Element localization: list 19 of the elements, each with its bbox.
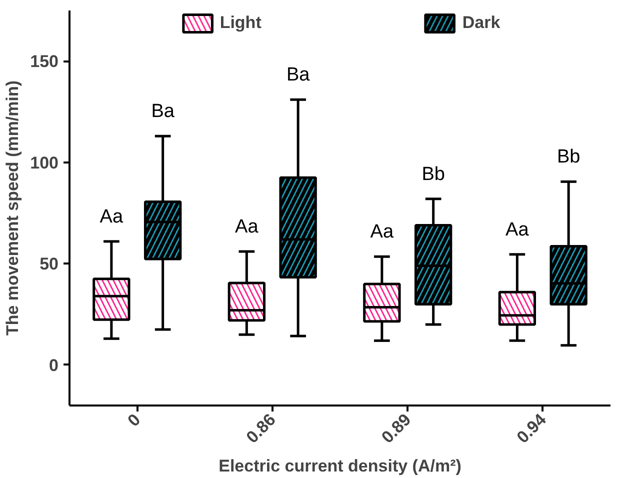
annotation: Bb	[422, 164, 445, 185]
x-axis-title: Electric current density (A/m²)	[218, 456, 462, 476]
x-tick-label: 0.86	[242, 410, 280, 447]
x-tick-label: 0	[124, 410, 144, 430]
annotation: Ba	[286, 64, 310, 86]
annotation: Aa	[100, 206, 124, 228]
y-axis-title: The movement speed (mm/min)	[3, 80, 22, 336]
annotation: Ba	[151, 101, 175, 122]
y-tick-label: 0	[49, 356, 59, 375]
x-tick-label: 0.89	[378, 410, 415, 447]
legend-label: Light	[220, 13, 262, 33]
annotation: Aa	[506, 219, 530, 240]
annotation: Aa	[235, 216, 259, 238]
legend-label: Dark	[462, 13, 500, 33]
y-tick-label: 150	[30, 52, 59, 72]
annotation: Aa	[370, 222, 394, 243]
y-tick-label: 100	[30, 153, 59, 172]
y-tick-label: 50	[40, 254, 59, 274]
annotation: Bb	[556, 146, 580, 168]
